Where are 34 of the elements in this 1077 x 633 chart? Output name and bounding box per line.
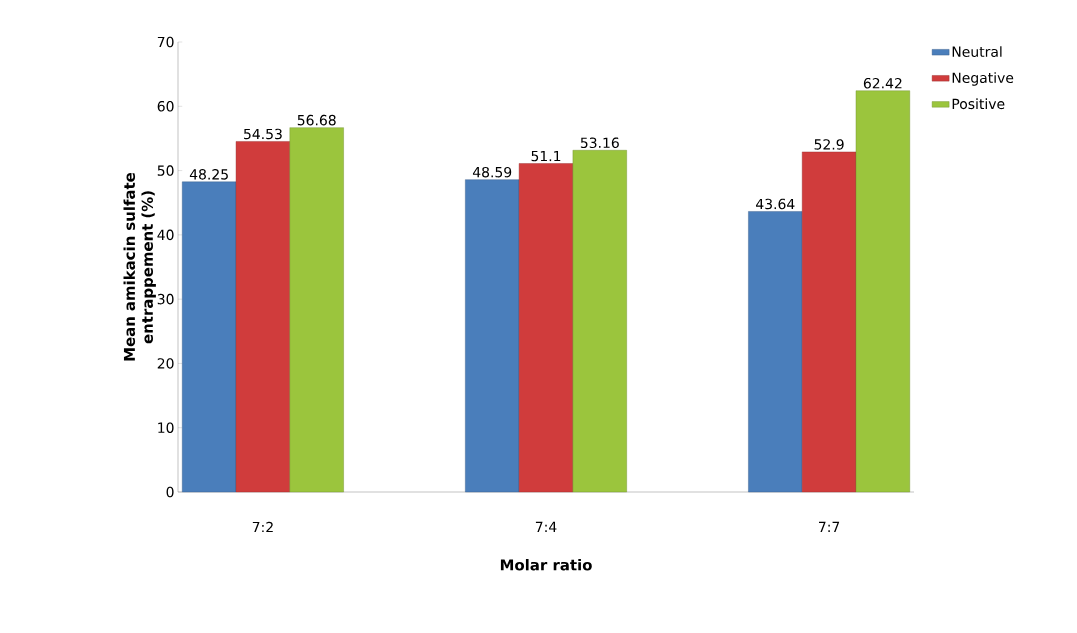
- y-tick-label: 70: [157, 36, 174, 48]
- bar: [289, 127, 344, 493]
- data-label: 43.64: [756, 198, 795, 210]
- data-label: 53.16: [580, 137, 619, 149]
- legend-label: Neutral: [952, 46, 1002, 57]
- y-tick-label: 30: [157, 293, 174, 305]
- bar: [518, 163, 574, 493]
- data-label: 48.25: [189, 169, 228, 180]
- x-tick-label: 7:7: [819, 521, 840, 532]
- legend-label: Negative: [952, 72, 1014, 86]
- data-label: 54.53: [244, 128, 282, 140]
- bar: [465, 179, 520, 493]
- y-tick-label: 10: [158, 422, 174, 433]
- x-axis-title: Molar ratio: [500, 558, 592, 571]
- data-label: 62.42: [863, 77, 902, 89]
- x-tick-label: 7:4: [535, 521, 557, 532]
- y-tick-label: 50: [157, 165, 174, 176]
- bar: [572, 150, 627, 493]
- data-label: 52.9: [814, 139, 844, 150]
- x-tick-label: 7:2: [252, 521, 273, 533]
- y-axis-title: Mean amikacin sulfate entrappement (%): [123, 172, 156, 361]
- y-tick-label: 0: [166, 486, 174, 498]
- y-tick-label: 40: [157, 229, 174, 241]
- y-tick-label: 60: [157, 101, 174, 112]
- bar: [235, 141, 291, 493]
- bar: [748, 211, 803, 493]
- data-label: 56.68: [297, 114, 336, 126]
- legend-label: Positive: [952, 98, 1005, 110]
- bar: [855, 90, 910, 493]
- data-label: 51.1: [531, 150, 561, 162]
- data-label: 48.59: [472, 166, 512, 178]
- y-tick-label: 20: [157, 358, 174, 369]
- bar: [182, 181, 237, 493]
- bar: [802, 151, 857, 493]
